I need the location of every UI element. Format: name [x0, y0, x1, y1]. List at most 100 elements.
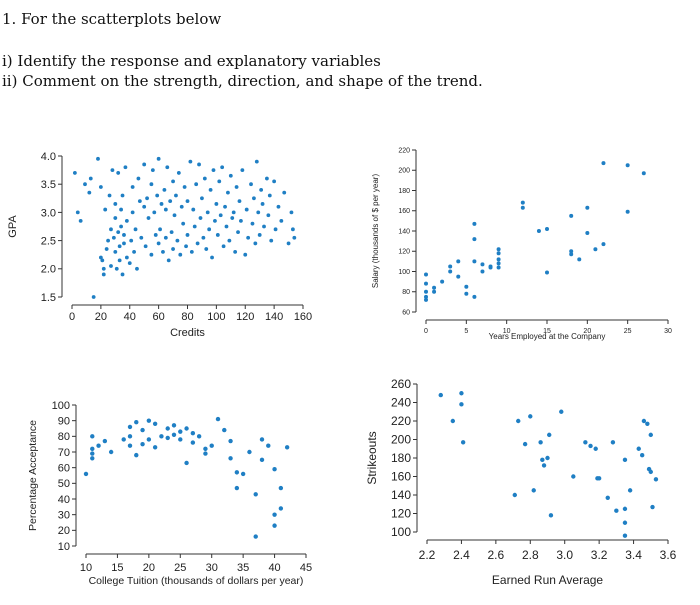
data-point [516, 418, 521, 424]
data-point [220, 165, 225, 170]
x-tick-label: 40 [268, 562, 280, 574]
x-tick-label: 10 [503, 328, 511, 335]
data-point [72, 171, 77, 175]
data-point [648, 469, 653, 475]
x-tick-label: 15 [111, 562, 123, 574]
data-point [214, 202, 219, 206]
data-point [627, 488, 633, 493]
y-tick-label: 3.0 [41, 207, 56, 219]
data-point [113, 249, 118, 254]
y-tick-label: 220 [398, 147, 410, 154]
data-point [234, 185, 239, 189]
data-point [165, 435, 170, 441]
data-point [163, 235, 168, 240]
data-point [520, 205, 525, 210]
data-point [221, 244, 226, 249]
data-point [119, 207, 123, 212]
data-point [130, 210, 135, 215]
data-point [267, 193, 272, 198]
data-point [260, 202, 265, 206]
data-point [244, 207, 249, 212]
data-point [253, 534, 258, 539]
x-axis-title: Credits [170, 327, 205, 339]
data-point [450, 418, 456, 424]
data-point [192, 224, 197, 229]
scatterplot-gpa-vs-credits: 1.5 2.0 2.5 3.0 3.5 4.0 0 20 40 60 80 100 120 140 160 C… [7, 151, 312, 339]
data-point [184, 460, 189, 466]
data-point [559, 409, 564, 414]
data-point [195, 241, 200, 246]
scatterplot-acceptance-vs-tuition: 10 20 30 40 50 60 70 80 90 100 10 15 20 25 30 35 40 45Col… [27, 400, 312, 587]
data-point [456, 274, 461, 279]
data-point [149, 182, 154, 187]
data-point [107, 193, 112, 198]
data-point [583, 440, 588, 445]
data-point [223, 204, 227, 209]
y-tick-label: 160 [391, 470, 411, 484]
data-point [106, 238, 110, 243]
data-point [276, 204, 281, 209]
data-point [496, 251, 501, 256]
y-tick-label: 100 [398, 269, 410, 276]
data-point [541, 463, 547, 468]
x-tick-label: 20 [583, 328, 591, 335]
question-part-i: i) Identify the response and explanatory… [2, 52, 381, 70]
data-point [137, 199, 142, 204]
data-point [161, 249, 165, 254]
data-point [127, 443, 133, 448]
data-point [169, 230, 174, 235]
y-tick-label: 60 [402, 309, 410, 316]
data-point [146, 418, 152, 423]
data-point [257, 233, 262, 237]
data-point [259, 187, 264, 192]
data-point [545, 226, 549, 231]
data-point [569, 252, 574, 257]
data-point [166, 258, 171, 263]
x-tick-label: 15 [543, 328, 551, 335]
x-tick-label: 25 [174, 562, 186, 574]
data-point [185, 199, 190, 204]
data-point [424, 289, 428, 294]
data-point [142, 162, 147, 167]
x-tick-label: 160 [294, 311, 312, 323]
data-point [269, 238, 274, 243]
data-point [184, 244, 188, 249]
data-point [440, 279, 445, 284]
data-point [109, 227, 113, 232]
data-point [234, 485, 240, 491]
data-point [135, 266, 139, 271]
data-point [254, 159, 259, 164]
x-tick-label: 30 [664, 328, 672, 335]
data-point [250, 221, 255, 226]
data-point [175, 238, 180, 243]
data-point [116, 230, 121, 235]
data-point [165, 165, 170, 170]
data-point [272, 179, 277, 184]
data-point [91, 295, 96, 299]
data-point [448, 264, 453, 269]
data-point [438, 392, 443, 398]
question-title: 1. For the scatterplots below [2, 10, 222, 28]
scatterplot-salary-vs-years: 60 80 100 120 140 160 180 200 220 0 5 10 15 20 25 30 Yea… [371, 147, 672, 341]
data-point [152, 445, 158, 450]
data-point [136, 176, 141, 181]
data-point [459, 402, 464, 407]
data-point [146, 216, 151, 220]
data-point [571, 474, 576, 479]
data-point [194, 182, 199, 187]
data-point [98, 255, 103, 260]
x-tick-label: 20 [143, 562, 155, 574]
data-point [639, 453, 645, 458]
data-point [636, 446, 641, 451]
x-tick-label: 45 [300, 562, 312, 574]
data-point [605, 495, 610, 500]
data-point [593, 247, 598, 252]
data-point [109, 264, 113, 268]
data-point [120, 193, 125, 198]
data-point [234, 470, 240, 475]
data-point [569, 213, 574, 218]
data-point [259, 437, 265, 442]
data-point [205, 210, 210, 215]
data-point [610, 440, 616, 445]
data-point [282, 190, 287, 195]
